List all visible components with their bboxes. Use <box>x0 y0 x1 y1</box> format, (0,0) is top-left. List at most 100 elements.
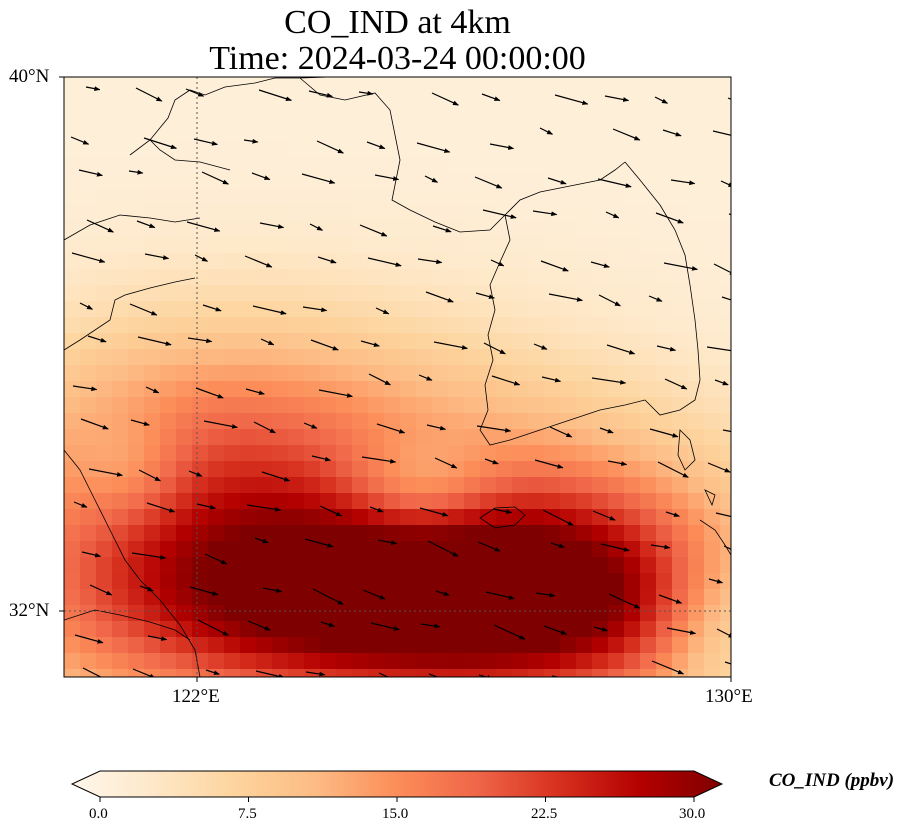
heatmap-cell <box>496 109 513 126</box>
heatmap-cell <box>640 525 657 542</box>
heatmap-cell <box>576 269 593 286</box>
heatmap-cell <box>592 221 609 238</box>
heatmap-cell <box>496 365 513 382</box>
heatmap-cell <box>352 253 369 270</box>
heatmap-cell <box>512 477 529 494</box>
heatmap-cell <box>512 317 529 334</box>
heatmap-cell <box>304 557 321 574</box>
heatmap-cell <box>704 621 721 638</box>
heatmap-cell <box>688 525 705 542</box>
wind-vector <box>608 593 641 609</box>
wind-vector <box>607 460 628 466</box>
heatmap-cell <box>160 125 177 142</box>
heatmap-cell <box>704 445 721 462</box>
heatmap-cell <box>80 237 97 254</box>
heatmap-cell <box>448 589 465 606</box>
heatmap-cell <box>176 589 193 606</box>
heatmap-cell <box>64 557 81 574</box>
heatmap-cell <box>528 333 545 350</box>
wind-vector <box>187 337 213 344</box>
heatmap-cell <box>256 477 273 494</box>
heatmap-cell <box>704 333 721 350</box>
heatmap-cell <box>112 573 129 590</box>
heatmap-cell <box>496 653 513 670</box>
heatmap-cell <box>192 413 209 430</box>
heatmap-cell <box>128 525 145 542</box>
heatmap-cell <box>160 77 177 94</box>
heatmap-cell <box>432 637 449 654</box>
heatmap-cell <box>400 605 417 622</box>
wind-vector <box>301 173 336 184</box>
heatmap-cell <box>336 653 353 670</box>
heatmap-cell <box>528 461 545 478</box>
heatmap-cell <box>672 509 689 526</box>
wind-vector <box>261 471 291 482</box>
heatmap-cell <box>480 109 497 126</box>
heatmap-cell <box>640 605 657 622</box>
wind-vector <box>554 94 589 105</box>
heatmap-cell <box>128 461 145 478</box>
heatmap-cell <box>112 221 129 238</box>
heatmap-cell <box>208 573 225 590</box>
heatmap-cell <box>560 493 577 510</box>
heatmap-cell <box>688 397 705 414</box>
heatmap-cell <box>304 77 321 94</box>
heatmap-cell <box>336 589 353 606</box>
heatmap-cell <box>224 653 241 670</box>
heatmap-cell <box>528 525 545 542</box>
heatmap-cell <box>64 333 81 350</box>
heatmap-cell <box>208 93 225 110</box>
heatmap-cell <box>176 141 193 158</box>
heatmap-cell <box>576 621 593 638</box>
heatmap-cell <box>720 189 731 206</box>
heatmap-cell <box>608 461 625 478</box>
heatmap-cell <box>208 525 225 542</box>
heatmap-cell <box>592 381 609 398</box>
heatmap-cell <box>480 237 497 254</box>
heatmap-cell <box>128 317 145 334</box>
heatmap-cell <box>96 397 113 414</box>
heatmap-cell <box>416 173 433 190</box>
heatmap-cell <box>544 77 561 94</box>
heatmap-cell <box>112 621 129 638</box>
heatmap-cell <box>160 461 177 478</box>
heatmap-cell <box>528 509 545 526</box>
heatmap-cell <box>240 461 257 478</box>
heatmap-cell <box>464 237 481 254</box>
wind-vector <box>79 302 94 310</box>
heatmap-cell <box>304 381 321 398</box>
heatmap-cell <box>608 173 625 190</box>
heatmap-cell <box>720 669 731 677</box>
heatmap-cell <box>304 237 321 254</box>
heatmap-cell <box>560 77 577 94</box>
heatmap-cell <box>256 589 273 606</box>
heatmap-cell <box>608 413 625 430</box>
heatmap-cell <box>144 253 161 270</box>
heatmap-cell <box>624 525 641 542</box>
heatmap-cell <box>432 525 449 542</box>
heatmap-cell <box>640 77 657 94</box>
wind-vector <box>317 256 337 264</box>
heatmap-cell <box>672 605 689 622</box>
heatmap-cell <box>576 237 593 254</box>
wind-vector <box>707 462 731 473</box>
heatmap-cell <box>64 413 81 430</box>
heatmap-cell <box>656 653 673 670</box>
heatmap-cell <box>288 77 305 94</box>
heatmap-cell <box>544 157 561 174</box>
heatmap-cell <box>688 541 705 558</box>
heatmap-cell <box>448 77 465 94</box>
heatmap-cell <box>592 445 609 462</box>
heatmap-cell <box>272 589 289 606</box>
heatmap-cell <box>608 349 625 366</box>
heatmap-cell <box>448 109 465 126</box>
wind-vector <box>416 142 451 153</box>
heatmap-cell <box>624 285 641 302</box>
heatmap-cell <box>224 381 241 398</box>
heatmap-cell <box>656 253 673 270</box>
wind-vector <box>245 388 265 395</box>
heatmap-cell <box>640 269 657 286</box>
heatmap-cell <box>496 125 513 142</box>
heatmap-cell <box>544 189 561 206</box>
heatmap-cell <box>400 317 417 334</box>
